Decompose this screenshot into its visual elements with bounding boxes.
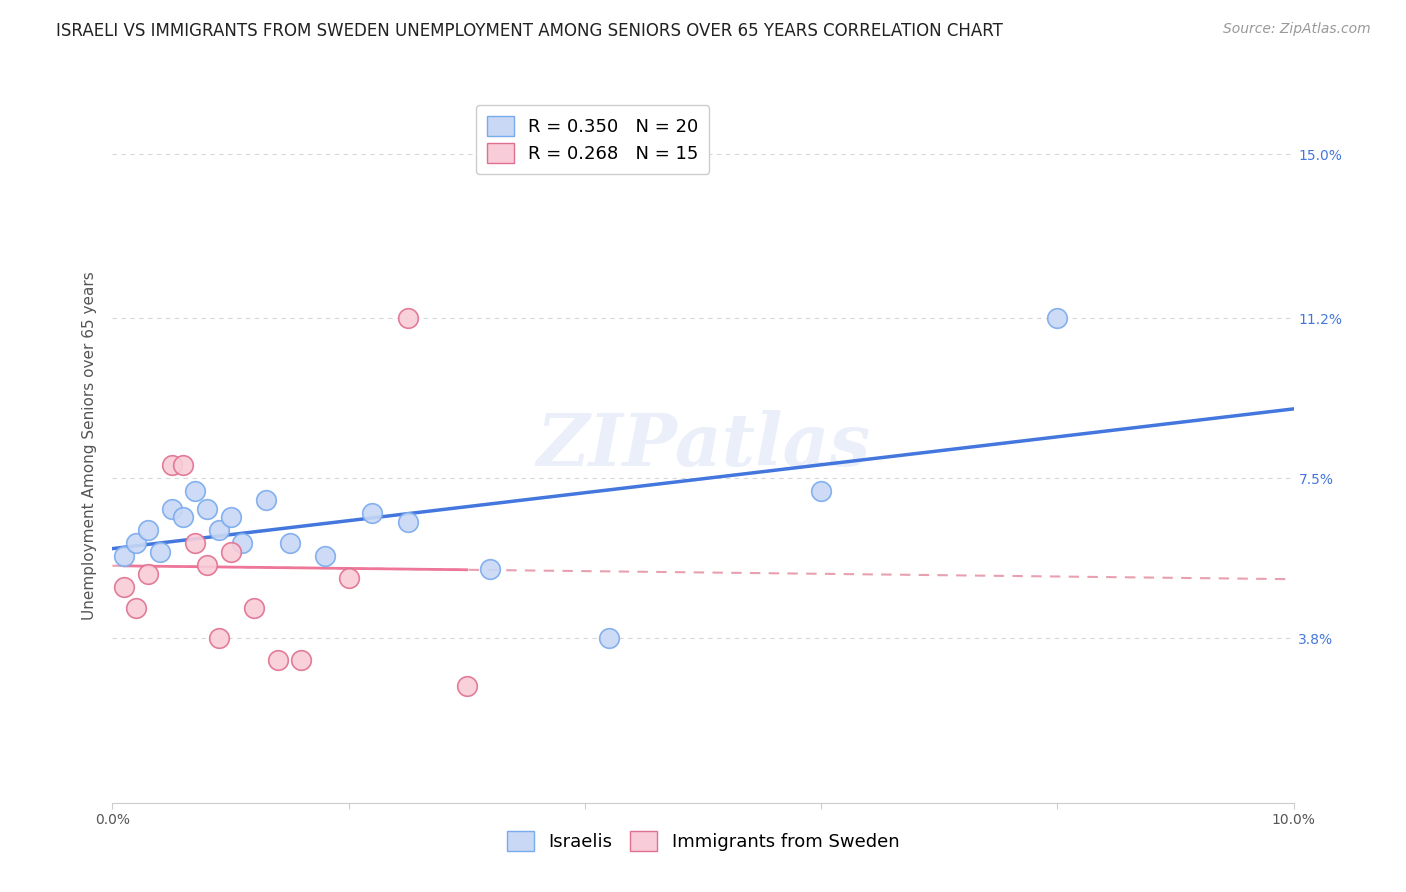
Y-axis label: Unemployment Among Seniors over 65 years: Unemployment Among Seniors over 65 years: [82, 272, 97, 620]
Point: [112, 580, 135, 594]
Point: [160, 458, 183, 473]
Point: [290, 653, 312, 667]
Point: [254, 493, 277, 508]
Point: [1046, 311, 1069, 326]
Point: [396, 515, 419, 529]
Point: [172, 458, 194, 473]
Point: [278, 536, 301, 550]
Text: Source: ZipAtlas.com: Source: ZipAtlas.com: [1223, 22, 1371, 37]
Point: [208, 632, 231, 646]
Point: [208, 524, 231, 538]
Point: [810, 484, 832, 499]
Point: [314, 549, 336, 564]
Point: [456, 679, 478, 693]
Point: [243, 601, 266, 615]
Legend: Israelis, Immigrants from Sweden: Israelis, Immigrants from Sweden: [499, 823, 907, 858]
Point: [396, 311, 419, 326]
Point: [219, 510, 242, 524]
Point: [219, 545, 242, 559]
Point: [195, 501, 218, 516]
Point: [479, 562, 502, 576]
Point: [184, 484, 207, 499]
Point: [136, 566, 159, 581]
Point: [195, 558, 218, 572]
Point: [136, 524, 159, 538]
Point: [172, 510, 194, 524]
Point: [267, 653, 290, 667]
Point: [125, 601, 148, 615]
Point: [112, 549, 135, 564]
Point: [361, 506, 384, 520]
Point: [231, 536, 253, 550]
Text: ZIPatlas: ZIPatlas: [536, 410, 870, 482]
Point: [598, 632, 620, 646]
Point: [149, 545, 172, 559]
Text: ISRAELI VS IMMIGRANTS FROM SWEDEN UNEMPLOYMENT AMONG SENIORS OVER 65 YEARS CORRE: ISRAELI VS IMMIGRANTS FROM SWEDEN UNEMPL…: [56, 22, 1002, 40]
Point: [337, 571, 360, 585]
Point: [160, 501, 183, 516]
Point: [184, 536, 207, 550]
Point: [125, 536, 148, 550]
